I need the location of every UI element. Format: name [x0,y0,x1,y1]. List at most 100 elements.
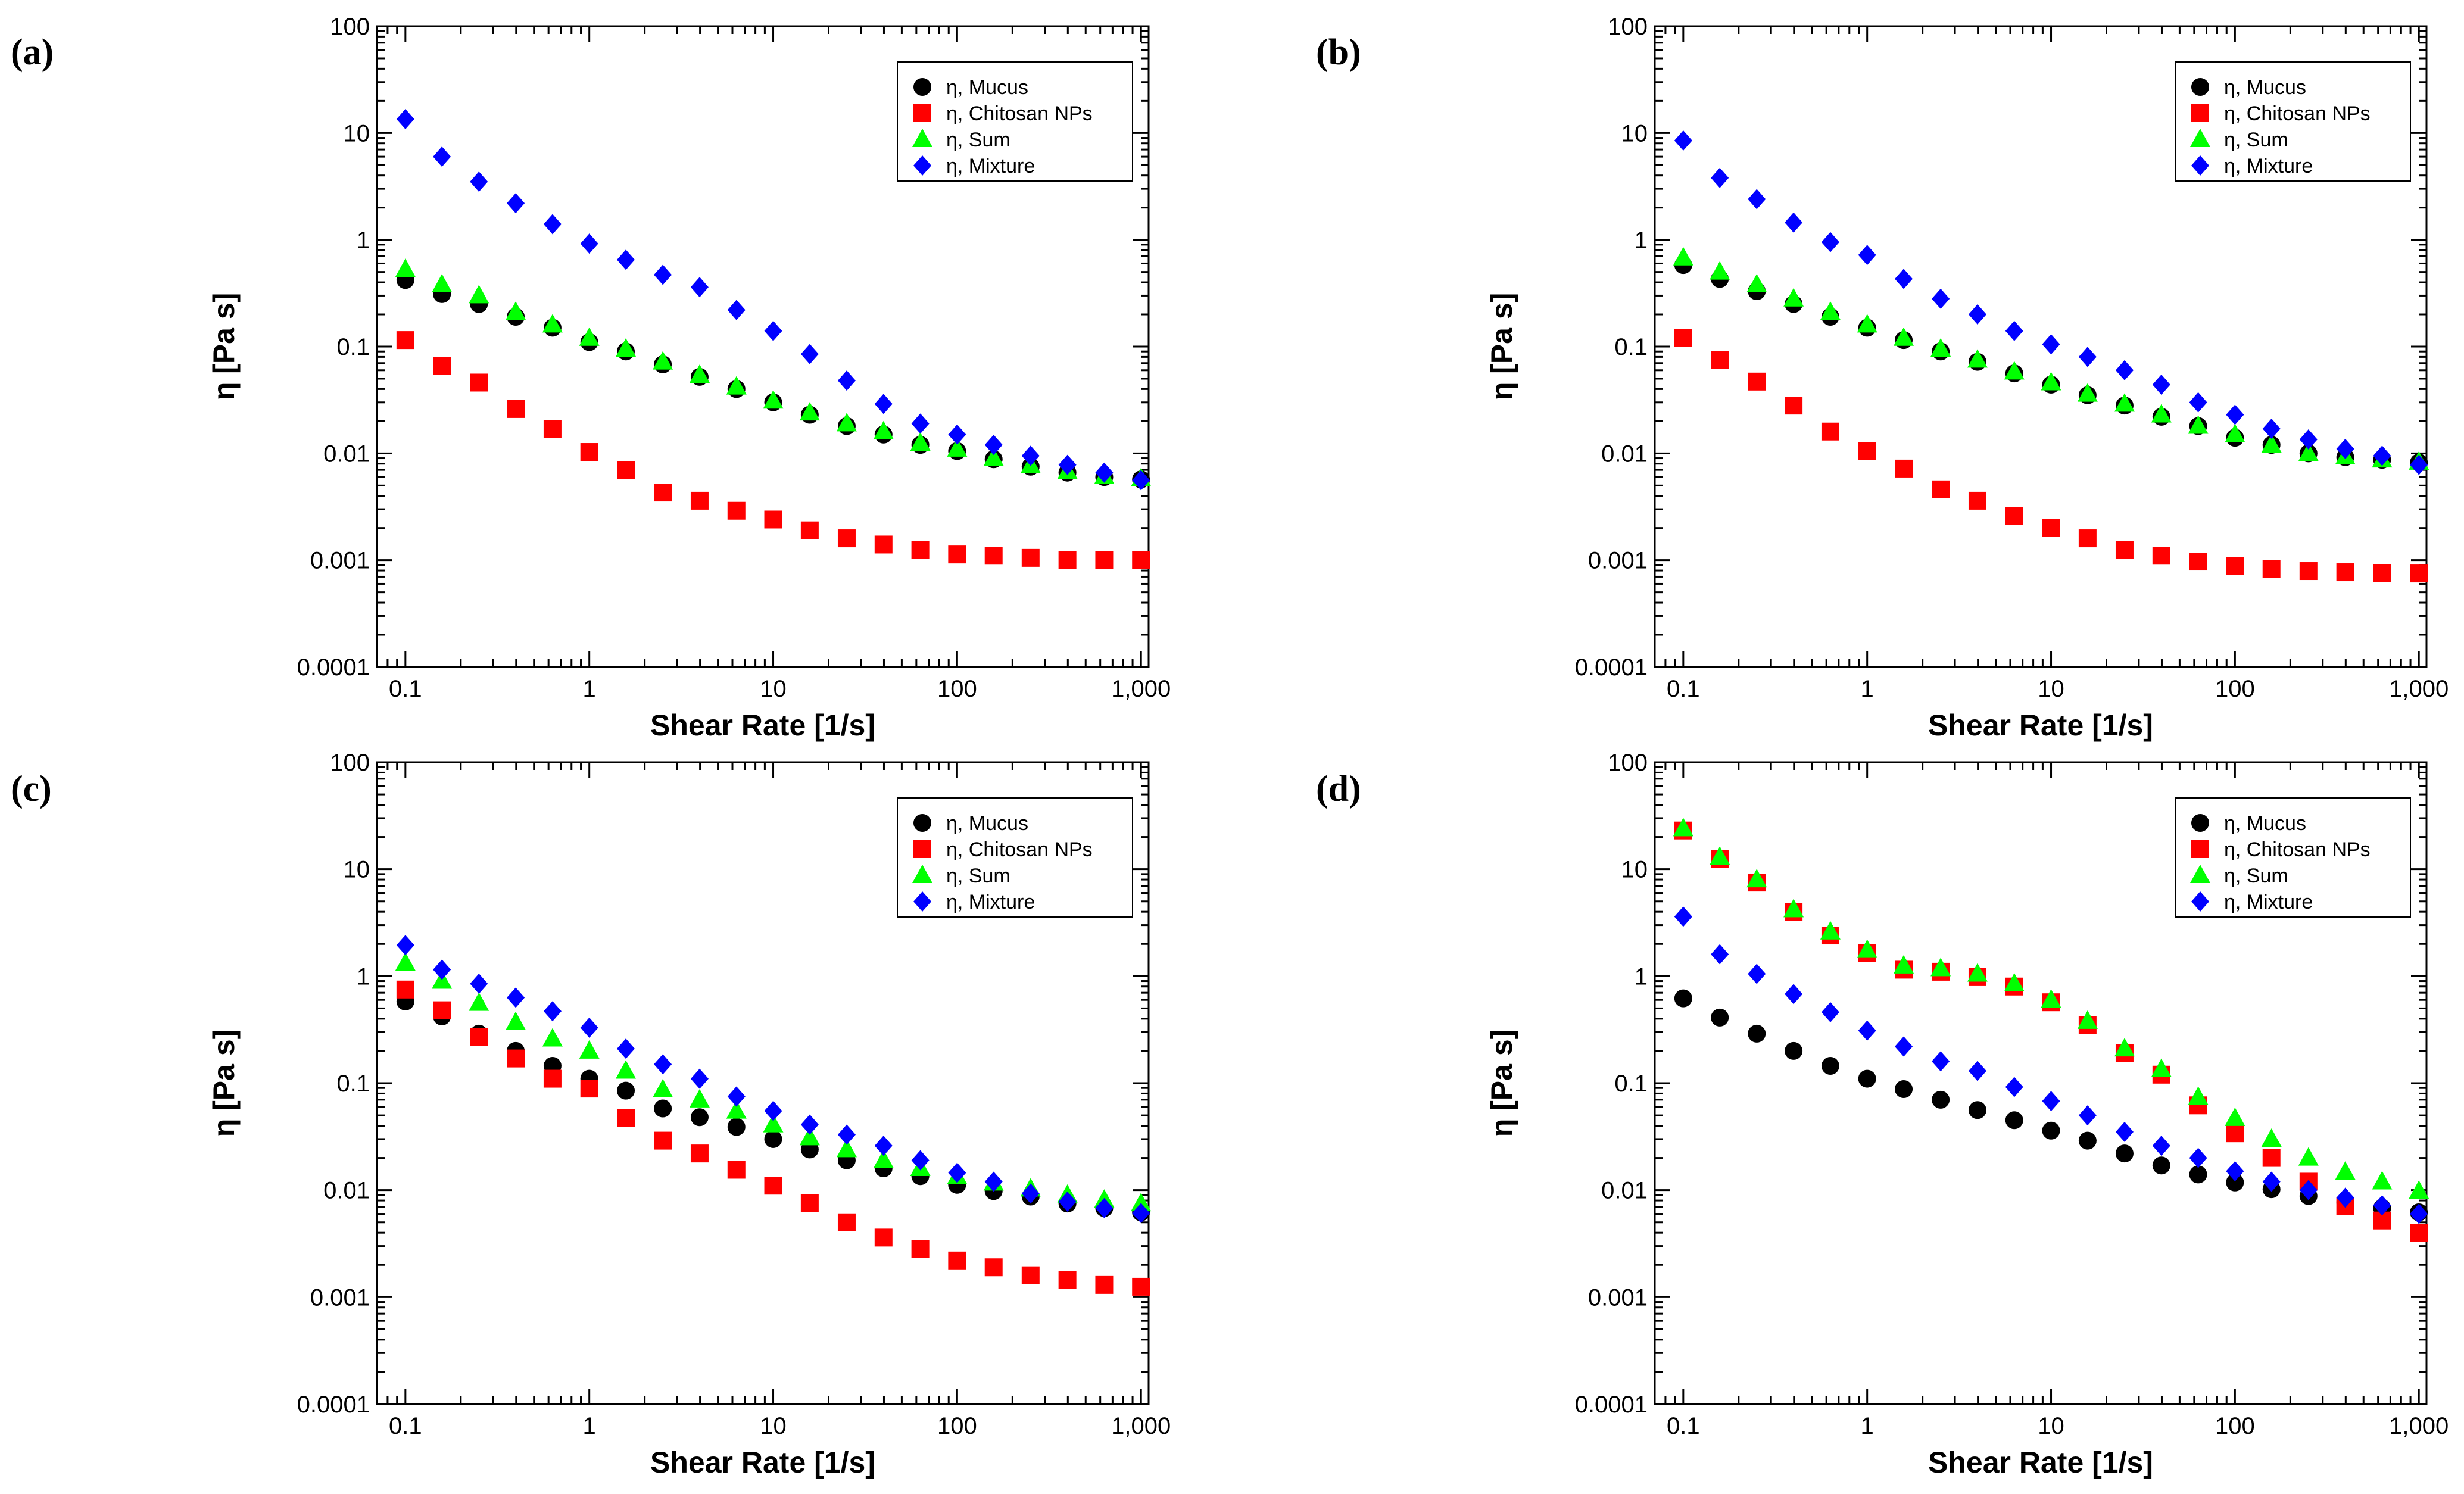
data-point-mixture [1674,130,1692,151]
y-axis-title: η [Pa s] [1485,1030,1518,1137]
data-point-mixture [837,1124,856,1145]
x-tick-label: 10 [2038,1413,2064,1439]
data-point-chitosan [617,1109,635,1127]
data-point-mixture [1132,1203,1150,1224]
data-point-sum [2041,372,2061,391]
data-point-chitosan [1785,397,1803,415]
data-point-mixture [1821,232,1839,252]
data-point-chitosan [800,521,819,539]
data-point-chitosan [433,1001,451,1019]
legend-label: η, Chitosan NPs [946,838,1093,861]
data-point-sum [616,1060,637,1079]
legend-label: η, Mucus [2224,812,2306,835]
x-axis-title: Shear Rate [1/s] [1928,1446,2153,1479]
x-tick-label: 0.1 [1667,676,1700,702]
data-point-mixture [1711,944,1729,965]
data-point-sum [2409,1180,2429,1199]
chart-panel-a: (a) 0.1 1 10 100 1,000 0.0001 0.001 0.01 0.1 1 10 10… [11,14,1171,742]
data-point-mixture [2152,374,2170,395]
x-tick-label: 1 [583,1413,596,1439]
data-point-mucus [1968,1101,1986,1119]
series-chitosan [1674,329,2428,583]
data-point-sum [1820,301,1841,320]
data-point-chitosan [2115,541,2134,559]
x-tick-label: 1,000 [2389,676,2449,702]
y-axis-title: η [Pa s] [1485,293,1518,401]
y-tick-label: 0.0001 [1575,654,1648,681]
data-point-mucus [1748,1024,1766,1043]
series-mixture [1674,906,2428,1224]
data-point-sum [2298,1147,2319,1166]
data-point-sum [506,1011,526,1030]
data-point-chitosan [2373,564,2391,582]
data-point-sum [469,285,489,304]
data-point-sum [2114,1038,2135,1057]
data-point-chitosan [580,1080,598,1098]
data-point-chitosan [1711,351,1729,369]
data-point-sum [836,413,857,432]
data-point-mixture [654,264,672,285]
data-point-chitosan [470,1028,488,1046]
data-point-mucus [2042,1121,2060,1140]
data-point-chitosan [2152,547,2170,565]
data-point-mixture [690,1068,709,1089]
series-sum [1673,247,2429,470]
legend-marker-mucus [913,814,931,832]
data-point-chitosan [2078,529,2097,548]
data-point-chitosan [1095,1275,1114,1294]
x-tick-label: 1,000 [2389,1413,2449,1439]
legend-box [2175,61,2411,182]
data-point-chitosan [984,1258,1003,1277]
data-point-chitosan [2410,1224,2428,1242]
series-sum [395,952,1152,1212]
data-point-chitosan [1932,480,1950,498]
legend-label: η, Mucus [946,76,1028,99]
data-point-mixture [470,171,488,192]
legend-marker-chitosan [2191,840,2209,858]
data-point-chitosan [911,1240,930,1258]
data-point-sum [1710,846,1730,865]
data-point-sum [1710,261,1730,280]
panel-label: (d) [1316,769,1361,809]
data-point-chitosan [1021,1266,1040,1284]
data-point-mixture [727,300,746,320]
data-point-chitosan [654,1131,672,1150]
data-point-mixture [2299,429,2318,450]
data-point-sum [2372,1171,2393,1190]
data-point-chitosan [2336,563,2354,582]
x-tick-label: 0.1 [389,676,422,702]
data-point-chitosan [874,535,893,554]
data-point-mixture [2042,1091,2060,1112]
data-point-chitosan [543,1069,562,1088]
legend-box [2175,797,2411,918]
data-point-mucus [690,1108,709,1127]
data-point-mixture [2005,1077,2023,1097]
series-mixture [396,108,1150,491]
x-tick-label: 10 [760,1413,787,1439]
x-axis-title: Shear Rate [1/s] [650,1446,875,1479]
data-point-mixture [2410,454,2428,475]
y-tick-label: 0.1 [1614,334,1648,360]
y-tick-label: 0.01 [1601,441,1648,467]
data-point-sum [910,432,931,451]
data-point-mixture [2262,1171,2281,1192]
data-point-mixture [911,413,930,434]
data-point-mixture [1095,1197,1114,1218]
legend: η, Mucus η, Chitosan NPs η, Sum η, Mixture [2175,61,2411,182]
data-point-sum [726,1100,747,1119]
data-point-chitosan [617,461,635,479]
y-tick-label: 0.0001 [297,1392,370,1418]
data-point-mixture [690,277,709,298]
data-point-sum [616,338,637,357]
legend-label: η, Mixture [946,155,1035,177]
y-tick-label: 0.1 [336,334,370,360]
data-point-sum [689,364,710,383]
data-point-mixture [2226,404,2244,425]
data-point-mixture [1968,304,1986,325]
legend-marker-chitosan [913,840,931,858]
data-point-sum [2261,434,2282,453]
data-point-chitosan [1058,1271,1077,1289]
x-tick-label: 1,000 [1111,676,1171,702]
data-point-mixture [1058,1192,1077,1212]
data-point-mixture [2336,438,2354,459]
